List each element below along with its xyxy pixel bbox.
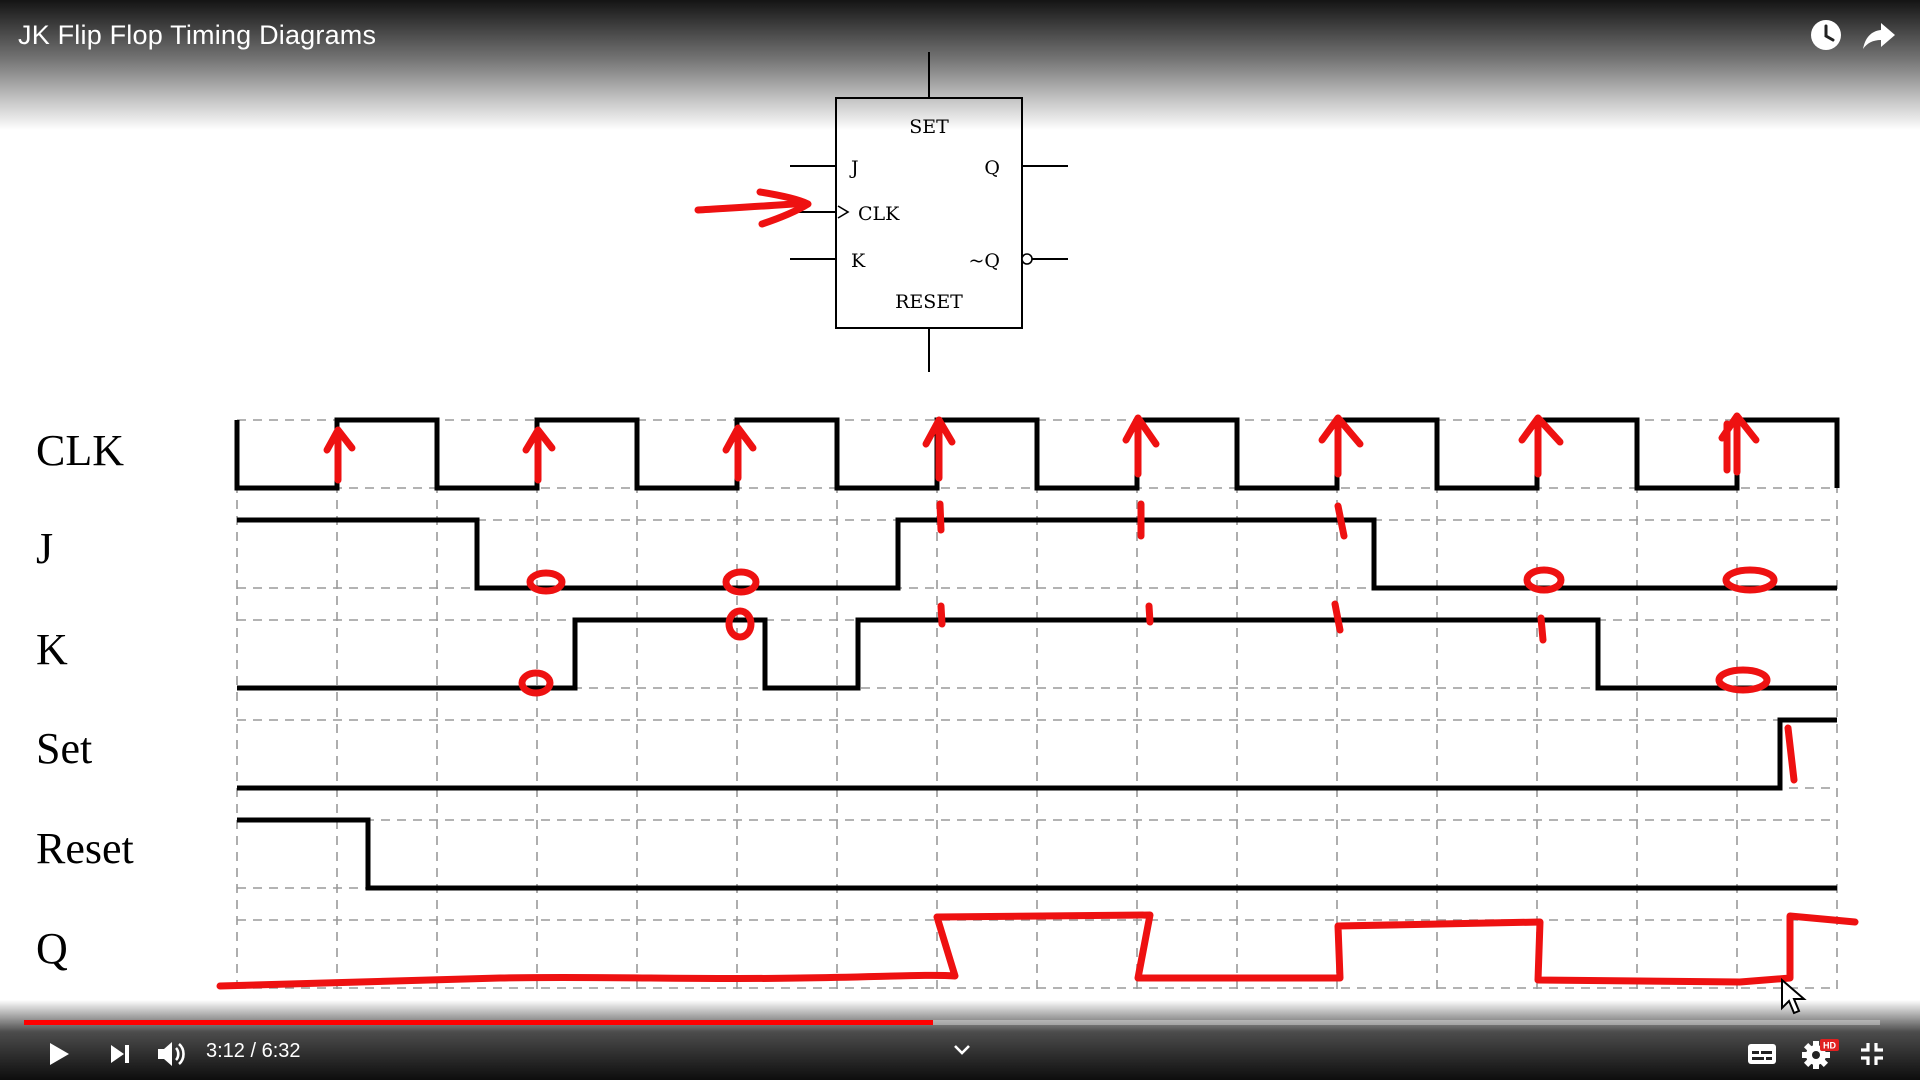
volume-icon xyxy=(158,1042,185,1066)
play-icon xyxy=(50,1043,69,1065)
clk-waveform xyxy=(234,417,1840,491)
gear-icon: HD xyxy=(1802,1039,1839,1069)
signal-label-j: J xyxy=(36,524,53,573)
progress-played xyxy=(24,1020,933,1025)
block-j-label: J xyxy=(849,157,859,179)
signal-label-k: K xyxy=(36,625,68,674)
video-title[interactable]: JK Flip Flop Timing Diagrams xyxy=(18,20,377,50)
signal-label-q: Q xyxy=(36,924,68,973)
block-q-label: Q xyxy=(984,157,1000,179)
block-reset-label: RESET xyxy=(895,291,963,313)
progress-bar[interactable] xyxy=(24,1020,1880,1025)
timing-grid xyxy=(236,419,1838,990)
mouse-cursor-icon xyxy=(1781,978,1807,1015)
set-waveform xyxy=(237,717,1837,791)
signal-label-reset: Reset xyxy=(36,824,134,873)
j-waveform xyxy=(237,517,1837,591)
total-time: 6:32 xyxy=(261,1040,301,1062)
k-waveform xyxy=(237,617,1837,691)
annotations xyxy=(216,188,1859,990)
bottom-gradient xyxy=(0,1000,1920,1080)
settings-button[interactable]: HD xyxy=(1798,1036,1842,1072)
more-videos-button[interactable] xyxy=(944,1036,980,1064)
waveforms xyxy=(234,417,1840,891)
signal-label-set: Set xyxy=(36,724,92,773)
next-button[interactable] xyxy=(102,1036,138,1072)
subtitles-button[interactable] xyxy=(1742,1036,1782,1072)
next-icon xyxy=(111,1045,129,1063)
time-separator: / xyxy=(244,1040,262,1062)
reset-waveform xyxy=(237,817,1837,891)
share-arrow-icon[interactable] xyxy=(1862,18,1896,52)
chevron-down-icon xyxy=(954,1045,970,1055)
exit-fullscreen-button[interactable] xyxy=(1852,1036,1892,1072)
signal-labels: CLK J K Set Reset Q xyxy=(36,426,134,973)
hd-badge: HD xyxy=(1823,1041,1836,1051)
clock-icon[interactable] xyxy=(1809,18,1843,52)
block-k-label: K xyxy=(851,250,866,272)
block-nq-label: ~Q xyxy=(969,250,1001,272)
play-button[interactable] xyxy=(40,1036,76,1072)
volume-button[interactable] xyxy=(152,1036,192,1072)
time-display: 3:12 / 6:32 xyxy=(206,1040,301,1063)
exit-fullscreen-icon xyxy=(1861,1043,1883,1065)
signal-label-clk: CLK xyxy=(36,426,124,475)
block-clk-label: CLK xyxy=(858,203,900,225)
top-gradient xyxy=(0,0,1920,130)
subtitles-icon xyxy=(1748,1044,1776,1064)
current-time: 3:12 xyxy=(206,1040,245,1062)
